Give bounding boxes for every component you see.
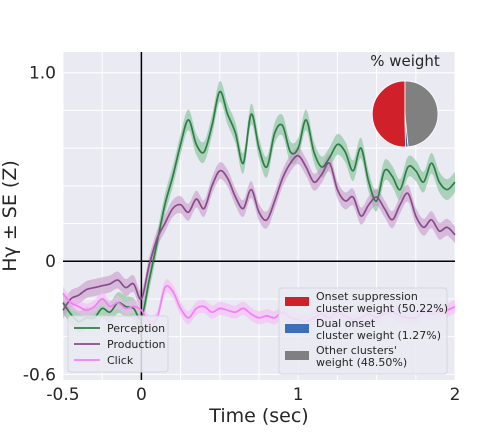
legend-label-production: Production bbox=[107, 338, 166, 351]
legend-label-click: Click bbox=[107, 354, 134, 367]
pie-legend-label-line: cluster weight (1.27%) bbox=[316, 329, 441, 342]
pie-legend-label: Dual onset cluster weight (1.27%) bbox=[316, 317, 441, 342]
series-line-production bbox=[62, 154, 456, 311]
se-band-perception bbox=[63, 81, 455, 332]
pie-legend-label: Onset suppression cluster weight (50.22%) bbox=[316, 290, 448, 315]
x-tick-label: -0.5 bbox=[46, 385, 79, 405]
pie-legend-label: Other clusters' weight (48.50%) bbox=[316, 344, 407, 369]
series-line-perception bbox=[62, 90, 456, 323]
pie-legend-swatch bbox=[285, 351, 309, 360]
legend-label-perception: Perception bbox=[107, 322, 165, 335]
pie-legend: Onset suppression cluster weight (50.22%)… bbox=[278, 287, 448, 375]
y-tick-label: -0.6 bbox=[23, 365, 56, 385]
pie-title: % weight bbox=[370, 52, 440, 70]
tick-labels: -0.5 0 1 2 -0.6 0 1.0 bbox=[23, 64, 461, 405]
pie-slice bbox=[404, 80, 439, 148]
pie-legend-label-line: cluster weight (50.22%) bbox=[316, 302, 448, 315]
pie-legend-label-line: Onset suppression bbox=[316, 290, 418, 303]
x-tick-label: 1 bbox=[293, 385, 304, 405]
y-tick-label: 1.0 bbox=[29, 64, 56, 84]
pie-legend-label-line: Other clusters' bbox=[316, 344, 397, 357]
pie-legend-label-line: Dual onset bbox=[316, 317, 376, 330]
pie-slice bbox=[371, 80, 406, 148]
pie-chart bbox=[371, 80, 439, 148]
series-legend: Perception Production Click bbox=[67, 315, 169, 373]
y-tick-label: 0 bbox=[45, 252, 56, 272]
pie-legend-swatch bbox=[285, 297, 309, 306]
pie-legend-swatch bbox=[285, 324, 309, 333]
x-tick-label: 2 bbox=[450, 385, 461, 405]
legend-box bbox=[67, 315, 169, 373]
x-tick-label: 0 bbox=[136, 385, 147, 405]
pie-legend-label-line: weight (48.50%) bbox=[316, 356, 407, 369]
y-axis-label: Hγ ± SE (Z) bbox=[0, 160, 21, 271]
x-axis-label: Time (sec) bbox=[208, 405, 308, 427]
pie-legend-box bbox=[278, 287, 448, 375]
